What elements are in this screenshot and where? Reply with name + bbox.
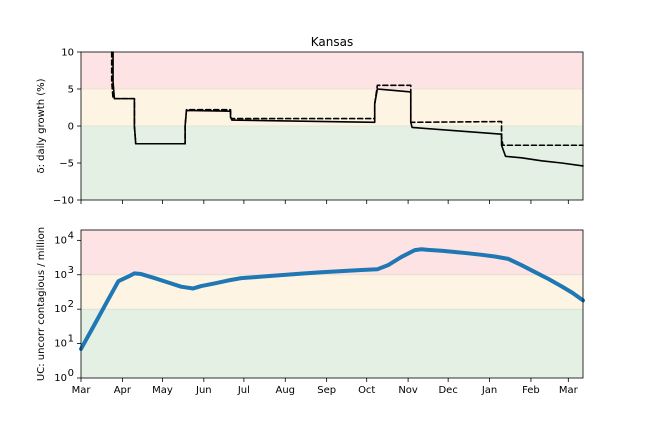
bottom-series-0: [79, 247, 585, 351]
bottom-ytick-label-4: 10: [54, 235, 67, 246]
top-ytick-label-3: 5: [68, 85, 74, 96]
bottom-ytick-exp-3: 3: [68, 265, 74, 276]
top-ytick-label-2: 0: [68, 122, 74, 133]
bottom-xtick-label-5: Aug: [276, 385, 296, 396]
bottom-xtick-label-11: Feb: [522, 385, 540, 396]
bottom-xtick-label-4: Jul: [237, 385, 250, 396]
bottom-ytick-exp-1: 1: [68, 334, 74, 345]
bottom-band-2: [81, 309, 583, 378]
bottom-band-0: [81, 230, 583, 275]
top-y-axis-label: δ: daily growth (%): [36, 78, 47, 173]
top-ytick-label-1: −5: [59, 159, 74, 170]
top-ytick-label-4: 10: [61, 48, 74, 59]
bottom-xtick-label-8: Nov: [398, 385, 418, 396]
bottom-xtick-label-6: Sep: [317, 385, 336, 396]
top-ytick-label-0: −10: [53, 196, 74, 207]
growth-rate-panel: −10 −5 0 5 10: [53, 48, 584, 207]
bottom-xtick-label-7: Oct: [358, 385, 375, 396]
bottom-xtick-label-10: Jan: [481, 385, 497, 396]
top-band-1: [81, 89, 583, 126]
bottom-frame: [80, 229, 584, 379]
bottom-ytick-label-2: 10: [54, 304, 67, 315]
bottom-xtick-label-3: Jun: [195, 385, 212, 396]
top-series-1: [110, 51, 584, 147]
bottom-xtick-label-12: Mar: [559, 385, 579, 396]
bottom-ytick-exp-2: 2: [68, 299, 74, 310]
bottom-ytick-label-3: 10: [54, 270, 67, 281]
bottom-y-axis-label: UC: uncorr contagious / million: [36, 227, 47, 381]
bottom-xtick-label-1: Apr: [114, 385, 132, 396]
bottom-xtick-label-9: Dec: [438, 385, 457, 396]
bottom-xtick-label-2: May: [152, 385, 173, 396]
top-band-2: [81, 126, 583, 200]
bottom-ytick-exp-0: 0: [68, 368, 74, 379]
top-band-0: [81, 52, 583, 89]
bottom-ytick-label-0: 10: [54, 373, 67, 384]
bottom-ytick-label-1: 10: [54, 339, 67, 350]
bottom-xtick-label-0: Mar: [72, 385, 92, 396]
top-chart-title: Kansas: [311, 35, 353, 49]
bottom-ytick-exp-4: 4: [68, 230, 74, 241]
